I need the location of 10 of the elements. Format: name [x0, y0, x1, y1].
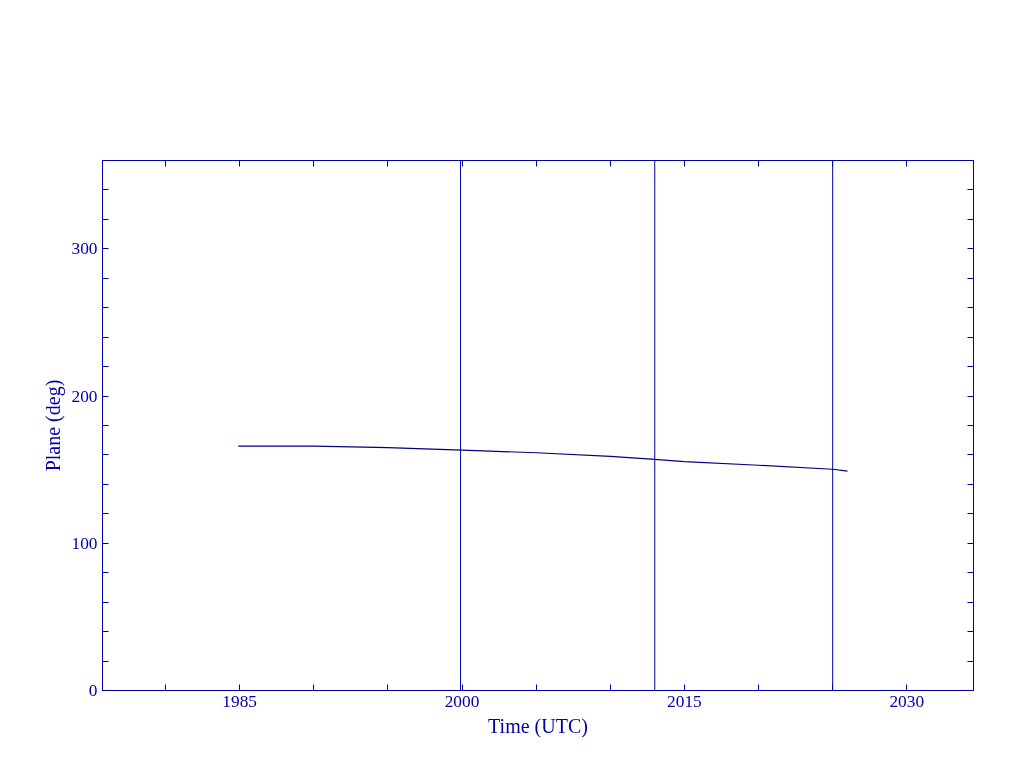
y-tick-label: 300	[71, 239, 98, 259]
y-axis-title: Plane (deg)	[41, 379, 65, 472]
x-tick-label: 1985	[222, 691, 257, 711]
x-tick-label: 2000	[444, 691, 480, 711]
x-axis-title: Time (UTC)	[488, 714, 588, 738]
y-tick-label: 100	[71, 533, 98, 553]
x-tick-label: 2015	[667, 691, 702, 711]
y-tick-label: 0	[88, 681, 98, 700]
y-tick-label: 200	[71, 386, 98, 406]
x-tick-label: 2030	[889, 691, 925, 711]
